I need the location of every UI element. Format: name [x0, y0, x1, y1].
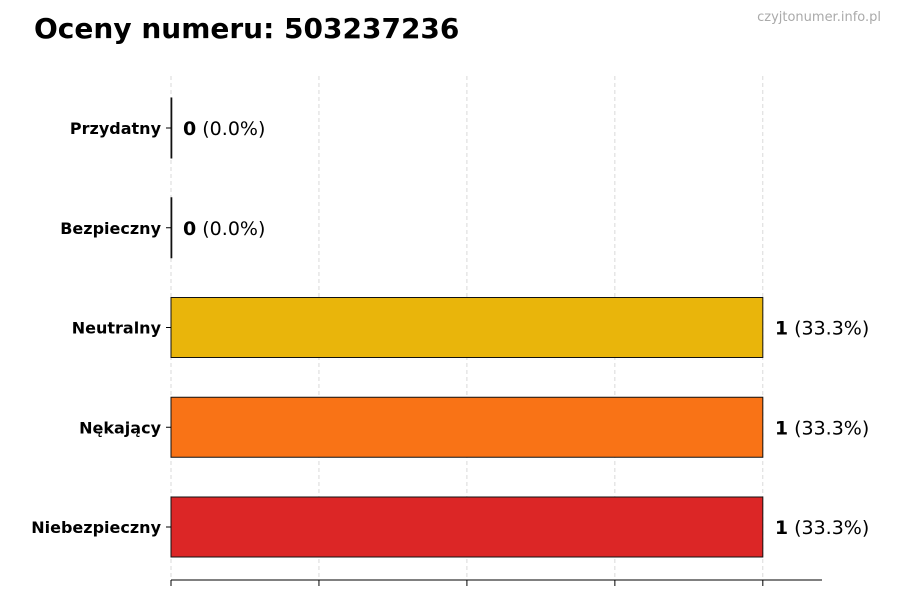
data-label: 0 (0.0%)	[183, 118, 265, 140]
data-label: 0 (0.0%)	[183, 218, 265, 240]
category-label: Nękający	[79, 418, 161, 437]
bar-przydatny	[170, 97, 173, 159]
bar-bezpieczny	[170, 197, 173, 259]
data-label: 1 (33.3%)	[775, 417, 869, 439]
value-label: 0	[183, 118, 196, 140]
data-label: 1 (33.3%)	[775, 517, 869, 539]
bar-niebezpieczny	[170, 496, 764, 558]
chart-title: Oceny numeru: 503237236	[34, 12, 460, 45]
bar-nękający	[170, 396, 764, 458]
watermark: czyjtonumer.info.pl	[757, 10, 881, 25]
bar-neutralny	[170, 297, 764, 358]
value-label: 1	[775, 517, 788, 539]
value-label: 0	[183, 218, 196, 240]
percent-label: (33.3%)	[788, 417, 869, 439]
value-label: 1	[775, 318, 788, 340]
percent-label: (0.0%)	[196, 218, 265, 240]
data-label: 1 (33.3%)	[775, 318, 869, 340]
value-label: 1	[775, 417, 788, 439]
category-label: Przydatny	[70, 119, 162, 138]
percent-label: (0.0%)	[196, 118, 265, 140]
percent-label: (33.3%)	[788, 517, 869, 539]
category-label: Niebezpieczny	[31, 518, 161, 537]
percent-label: (33.3%)	[788, 318, 869, 340]
category-label: Bezpieczny	[60, 219, 161, 238]
category-label: Neutralny	[72, 319, 162, 338]
